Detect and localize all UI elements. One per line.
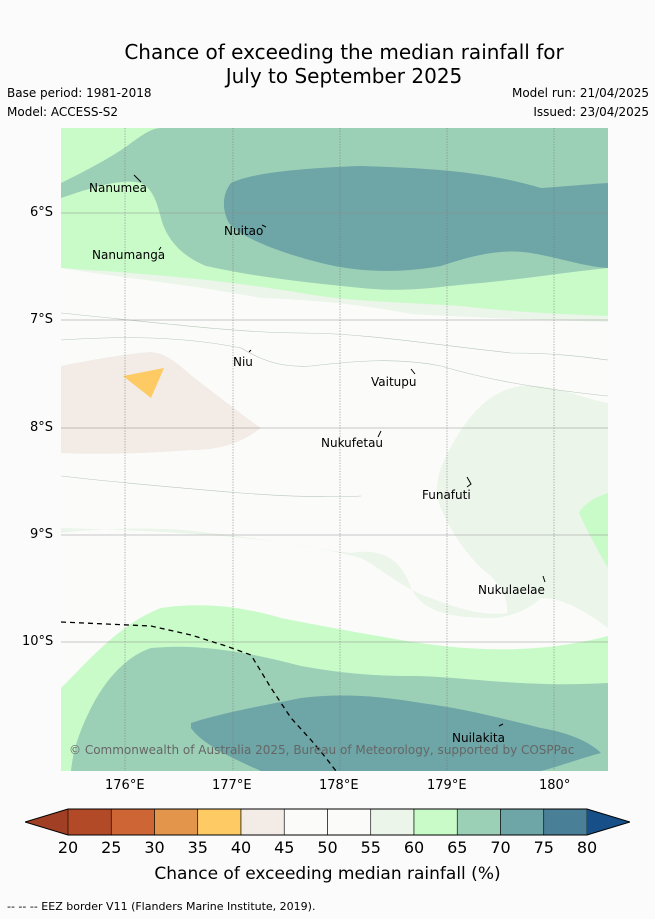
colorbar-segment — [413, 808, 458, 836]
chart-title-line2: July to September 2025 — [225, 64, 463, 88]
lat-label-8s: 8°S — [30, 420, 54, 435]
colorbar-segment — [370, 808, 415, 836]
island-niu: Niu — [233, 355, 253, 369]
lon-label-177e: 177°E — [212, 778, 252, 793]
colorbar-tick-label: 20 — [57, 838, 79, 857]
island-nukufetau: Nukufetau — [321, 436, 383, 450]
island-nanumea: Nanumea — [89, 181, 147, 195]
lon-label-178e: 178°E — [319, 778, 359, 793]
band-40-45-west — [61, 352, 261, 454]
colorbar-tick-label: 40 — [230, 838, 252, 857]
colorbar-segment — [110, 808, 155, 836]
colorbar-label: Chance of exceeding median rainfall (%) — [154, 864, 501, 884]
lon-label-180: 180° — [539, 778, 571, 793]
funafuti-island-shape — [466, 476, 472, 488]
issued-date: Issued: 23/04/2025 — [533, 105, 649, 119]
island-nuitao: Nuitao — [224, 224, 263, 238]
lat-label-7s: 7°S — [30, 312, 54, 327]
island-nanumanga: Nanumanga — [92, 248, 165, 262]
nukulaelae-island-shape — [542, 575, 546, 583]
graticule — [124, 128, 555, 771]
colorbar-tick-label: 75 — [533, 838, 554, 857]
colorbar-segments — [67, 808, 588, 836]
niu-island-shape — [248, 349, 252, 353]
lat-lines — [61, 212, 608, 643]
colorbar-segment — [67, 808, 112, 836]
colorbar-segment — [456, 808, 501, 836]
nanumea-island-shape — [133, 174, 142, 183]
base-period: Base period: 1981-2018 — [7, 86, 152, 100]
lat-label-9s: 9°S — [30, 527, 54, 542]
nanumanga-island-shape — [158, 246, 162, 251]
eez-footer-note: -- -- -- EEZ border V11 (Flanders Marine… — [7, 900, 316, 913]
island-funafuti: Funafuti — [422, 488, 471, 502]
colorbar — [25, 808, 630, 836]
band-55-60-southeast — [61, 385, 608, 628]
colorbar-segment — [327, 808, 372, 836]
nukufetau-island-shape — [377, 430, 382, 438]
lon-label-176e: 176°E — [105, 778, 145, 793]
band-60-65-east — [579, 493, 608, 568]
nuilakita-island-shape — [498, 723, 504, 727]
colorbar-segment — [500, 808, 545, 836]
colorbar-segment — [283, 808, 328, 836]
band-70-75-south — [191, 695, 601, 771]
colorbar-under-arrow — [25, 809, 68, 835]
colorbar-tick-label: 45 — [274, 838, 295, 857]
copyright-note: © Commonwealth of Australia 2025, Bureau… — [69, 743, 574, 757]
model-run: Model run: 21/04/2025 — [511, 86, 649, 100]
band-70-75-north — [223, 166, 608, 271]
lat-label-10s: 10°S — [22, 634, 54, 649]
island-vaitupu: Vaitupu — [371, 375, 417, 389]
colorbar-tick-label: 65 — [447, 838, 468, 857]
model-name: Model: ACCESS-S2 — [7, 105, 119, 119]
island-nuilakita: Nuilakita — [452, 731, 505, 745]
colorbar-tick-label: 25 — [101, 838, 122, 857]
colorbar-tick-label: 35 — [187, 838, 208, 857]
vaitupu-island-shape — [410, 368, 416, 375]
band-35-40-patch — [123, 368, 164, 398]
nuitao-island-shape — [261, 224, 267, 228]
eez-border — [61, 621, 337, 771]
colorbar-tick-label: 60 — [403, 838, 425, 857]
colorbar-segment — [543, 808, 588, 836]
colorbar-tick-label: 55 — [360, 838, 381, 857]
colorbar-segment — [197, 808, 242, 836]
island-nukulaelae: Nukulaelae — [478, 583, 545, 597]
colorbar-tick-label: 30 — [144, 838, 165, 857]
colorbar-tick-label: 70 — [490, 838, 511, 857]
lat-label-6s: 6°S — [30, 205, 54, 220]
lon-label-179e: 179°E — [427, 778, 467, 793]
chart-title-line1: Chance of exceeding the median rainfall … — [124, 40, 564, 64]
colorbar-segment — [240, 808, 285, 836]
colorbar-segment — [154, 808, 199, 836]
colorbar-tick-label: 50 — [317, 838, 338, 857]
colorbar-over-arrow — [587, 809, 630, 835]
colorbar-tick-label: 80 — [576, 838, 598, 857]
rainfall-map: Nanumea Nuitao Nanumanga Niu Vaitupu Nuk… — [61, 128, 608, 771]
